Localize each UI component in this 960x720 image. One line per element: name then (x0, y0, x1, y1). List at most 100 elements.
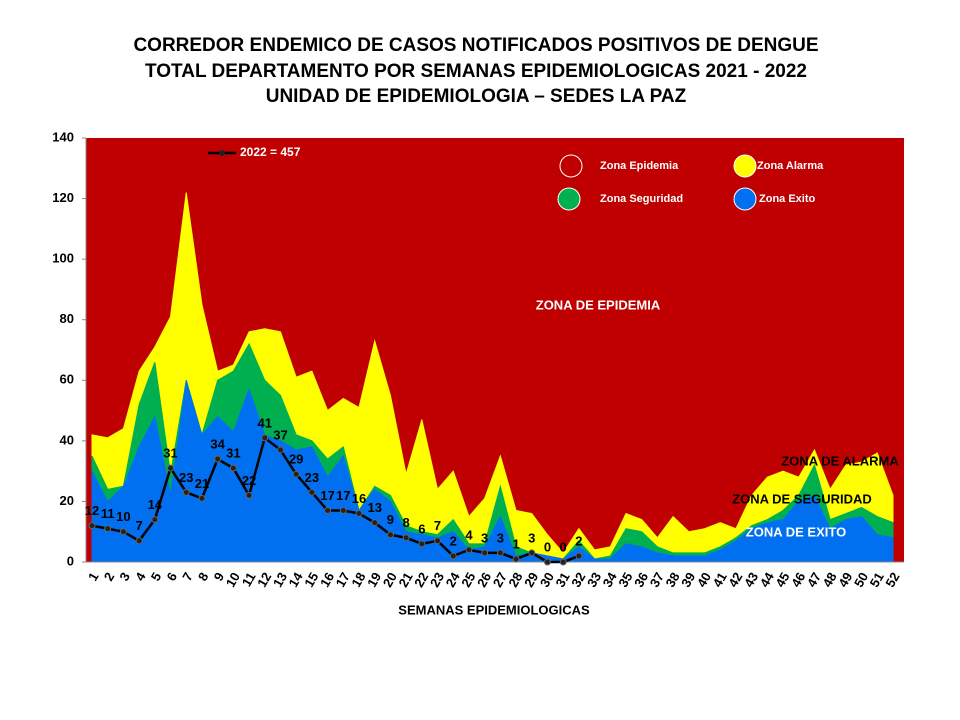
chart-title: TOTAL DEPARTAMENTO POR SEMANAS EPIDEMIOL… (145, 61, 807, 82)
data-label: 14 (148, 497, 163, 512)
annotation: ZONA DE EXITO (746, 524, 846, 539)
data-label: 13 (367, 500, 381, 515)
x-tick-label: 5 (148, 570, 165, 584)
legend-label: 2022 = 457 (240, 145, 301, 159)
line-point (402, 534, 410, 542)
line-point (434, 537, 442, 545)
x-tick-label: 50 (851, 570, 871, 590)
legend-label: Zona Alarma (757, 160, 824, 172)
y-tick-label: 100 (52, 251, 74, 266)
x-tick-label: 6 (163, 570, 180, 584)
x-tick-label: 28 (505, 570, 525, 590)
x-tick-label: 16 (317, 570, 337, 590)
x-tick-label: 49 (835, 570, 855, 590)
line-point (481, 549, 489, 557)
x-tick-label: 45 (772, 570, 792, 590)
x-tick-label: 48 (820, 570, 840, 590)
data-label: 31 (226, 446, 240, 461)
line-point (276, 446, 284, 454)
data-label: 1 (512, 536, 519, 551)
data-label: 8 (403, 515, 410, 530)
x-tick-label: 31 (553, 570, 573, 590)
line-point (528, 549, 536, 557)
line-point (229, 464, 237, 472)
zone-area (91, 380, 894, 563)
x-tick-label: 51 (867, 570, 887, 590)
chart-title: CORREDOR ENDEMICO DE CASOS NOTIFICADOS P… (133, 35, 818, 56)
x-tick-label: 36 (631, 570, 651, 590)
x-tick-label: 26 (474, 570, 494, 590)
data-label: 2 (450, 533, 457, 548)
y-tick-label: 80 (60, 311, 74, 326)
data-label: 7 (434, 518, 441, 533)
data-label: 31 (163, 446, 177, 461)
x-tick-label: 39 (678, 570, 698, 590)
x-tick-label: 3 (116, 570, 133, 584)
line-point (167, 464, 175, 472)
x-tick-label: 21 (395, 570, 415, 590)
x-tick-label: 35 (615, 570, 635, 590)
y-tick-label: 140 (52, 129, 74, 144)
legend-swatch (733, 154, 757, 178)
x-tick-label: 43 (741, 570, 761, 590)
data-label: 4 (465, 527, 473, 542)
line-point (182, 488, 190, 496)
data-label: 6 (418, 521, 425, 536)
x-tick-label: 29 (521, 570, 541, 590)
x-tick-label: 22 (411, 570, 431, 590)
chart-title: UNIDAD DE EPIDEMIOLOGIA – SEDES LA PAZ (266, 86, 687, 107)
x-tick-label: 23 (427, 570, 447, 590)
line-point (559, 558, 567, 566)
data-label: 0 (544, 539, 551, 554)
line-point (261, 434, 269, 442)
x-tick-label: 41 (710, 570, 730, 590)
data-label: 34 (210, 436, 225, 451)
data-label: 41 (258, 415, 272, 430)
line-point (88, 522, 96, 530)
data-label: 17 (336, 488, 350, 503)
line-point (308, 488, 316, 496)
data-label: 21 (195, 476, 209, 491)
line-point (496, 549, 504, 557)
x-tick-label: 8 (195, 570, 212, 584)
line-point (386, 531, 394, 539)
line-point (575, 552, 583, 560)
legend-label: Zona Exito (759, 193, 816, 205)
legend-label: Zona Epidemia (600, 160, 679, 172)
annotation: ZONA DE EPIDEMIA (536, 297, 661, 312)
y-tick-label: 60 (60, 372, 74, 387)
x-tick-label: 18 (348, 570, 368, 590)
line-point (245, 491, 253, 499)
line-point (198, 494, 206, 502)
data-label: 37 (273, 427, 287, 442)
y-tick-label: 20 (60, 493, 74, 508)
x-tick-label: 2 (101, 570, 118, 584)
line-point (104, 525, 112, 533)
x-tick-label: 1 (85, 570, 102, 584)
y-tick-label: 40 (60, 432, 74, 447)
y-tick-label: 120 (52, 190, 74, 205)
data-label: 9 (387, 512, 394, 527)
data-label: 11 (101, 506, 115, 521)
x-tick-label: 33 (584, 570, 604, 590)
line-point (135, 537, 143, 545)
line-point (449, 552, 457, 560)
annotation: ZONA DE ALARMA (781, 453, 899, 468)
data-label: 7 (136, 518, 143, 533)
legend-swatch (733, 187, 757, 211)
line-point (543, 558, 551, 566)
line-point (119, 528, 127, 536)
x-tick-label: 11 (239, 570, 259, 589)
x-tick-label: 46 (788, 570, 808, 590)
legend-marker (219, 150, 225, 156)
x-tick-label: 20 (380, 570, 400, 590)
annotation: ZONA DE SEGURIDAD (732, 491, 872, 506)
legend-swatch (559, 154, 583, 178)
line-point (339, 507, 347, 515)
x-tick-label: 25 (458, 570, 478, 590)
x-tick-label: 47 (804, 570, 824, 590)
x-tick-label: 7 (179, 570, 196, 584)
y-tick-label: 0 (67, 553, 74, 568)
line-point (151, 516, 159, 524)
